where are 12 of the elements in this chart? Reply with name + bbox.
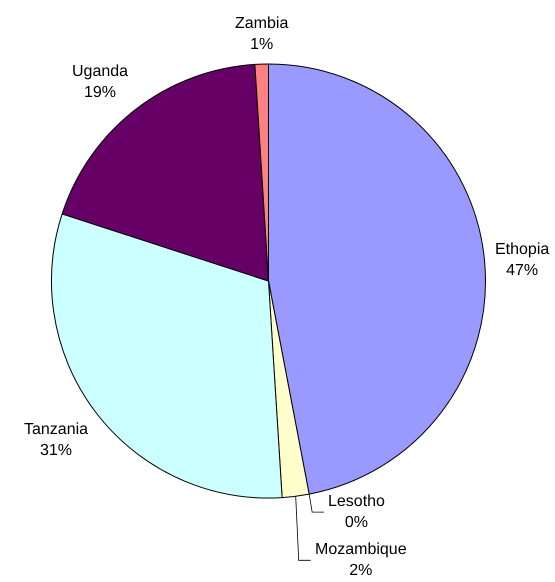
data-label: 1% (250, 36, 274, 53)
slice-label: Lesotho (328, 493, 385, 510)
slice-label: Mozambique (315, 541, 407, 558)
slice-label: Tanzania (24, 421, 88, 438)
slice-label: Uganda (72, 63, 128, 80)
slice-label: Ethopia (495, 241, 550, 258)
data-label: 19% (84, 84, 116, 101)
data-label: 47% (506, 262, 538, 279)
data-label: 2% (349, 562, 372, 579)
slice-label: Zambia (235, 15, 288, 32)
data-label: 31% (40, 442, 72, 459)
data-label: 0% (344, 514, 368, 531)
